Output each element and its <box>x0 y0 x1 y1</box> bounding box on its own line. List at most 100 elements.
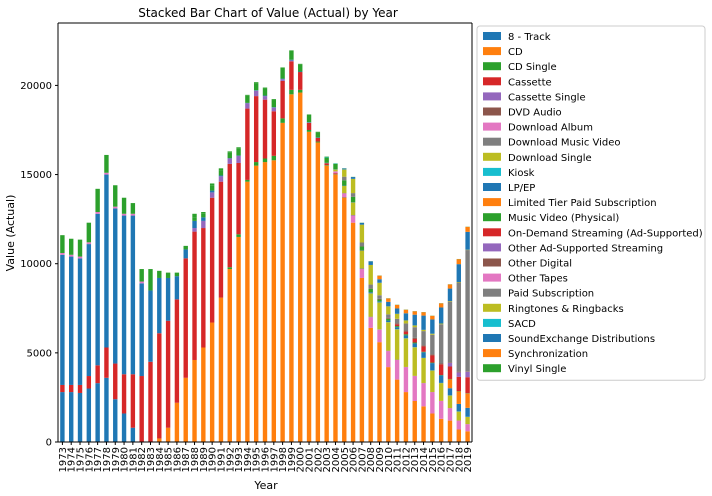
bar-segment <box>421 312 426 316</box>
bar-segment <box>465 407 470 417</box>
bar-segment <box>95 213 100 366</box>
bar-segment <box>280 80 285 119</box>
bar-segment <box>227 152 232 159</box>
bar-segment <box>262 87 268 89</box>
bar-segment <box>60 253 65 255</box>
bar-segment <box>386 317 391 319</box>
bar-segment <box>403 392 409 442</box>
x-tick-label: 2003 <box>322 447 333 472</box>
bar-segment <box>438 418 444 442</box>
bar-segment <box>394 327 400 330</box>
bar-segment <box>412 337 417 339</box>
legend-label: On-Demand Streaming (Ad-Supported) <box>508 228 703 239</box>
bar-segment <box>394 323 400 325</box>
bar-segment <box>394 313 400 319</box>
bar-segment <box>430 315 435 320</box>
bar-segment <box>280 122 285 442</box>
bar-segment <box>438 375 444 383</box>
x-tick-label: 1987 <box>181 447 192 472</box>
bar-segment <box>201 220 206 229</box>
bar-segment <box>121 215 127 375</box>
bar-segment <box>403 320 409 324</box>
bar-segment <box>77 256 83 259</box>
legend-label: Download Music Video <box>508 138 621 149</box>
bar-segment <box>386 351 391 368</box>
bars-group <box>60 50 470 443</box>
bar-segment <box>359 249 365 251</box>
bar-segment <box>77 258 83 385</box>
bar-segment <box>386 301 391 307</box>
bar-segment <box>342 197 347 442</box>
legend-swatch <box>483 228 501 237</box>
bar-segment <box>227 269 232 442</box>
x-tick-label: 1986 <box>172 447 183 472</box>
bar-segment <box>174 276 180 300</box>
bar-segment <box>430 334 435 355</box>
bar-segment <box>377 342 382 442</box>
y-tick-label: 10000 <box>20 259 52 270</box>
bar-segment <box>421 331 426 346</box>
bar-segment <box>421 351 426 353</box>
bar-segment <box>421 315 426 330</box>
bar-segment <box>60 235 65 253</box>
bar-segment <box>298 71 303 73</box>
bar-segment <box>430 354 435 356</box>
bar-segment <box>456 372 461 377</box>
bar-segment <box>465 250 470 372</box>
bar-segment <box>403 331 409 335</box>
bar-segment <box>148 269 153 291</box>
bar-segment <box>368 316 373 318</box>
bar-segment <box>342 176 347 181</box>
bar-segment <box>412 327 417 338</box>
bar-segment <box>86 244 92 377</box>
bar-segment <box>403 338 409 367</box>
x-tick-label: 2018 <box>454 447 465 472</box>
legend-label: Music Video (Physical) <box>508 213 619 224</box>
bar-segment <box>192 220 197 229</box>
bar-segment <box>421 406 426 442</box>
bar-segment <box>403 330 409 332</box>
legend-swatch <box>483 47 501 56</box>
bar-segment <box>86 388 92 442</box>
bar-segment <box>465 371 470 378</box>
bar-segment <box>394 318 400 324</box>
legend-label: Download Album <box>508 123 593 134</box>
legend-swatch <box>483 92 501 101</box>
bar-segment <box>350 202 356 216</box>
y-tick-label: 0 <box>46 438 52 449</box>
bar-segment <box>350 215 356 223</box>
bar-segment <box>350 178 356 194</box>
bar-segment <box>394 379 400 442</box>
x-tick-label: 1974 <box>67 447 78 472</box>
bar-segment <box>174 299 180 403</box>
bar-segment <box>209 185 215 191</box>
bar-segment <box>456 376 461 392</box>
bar-segment <box>465 424 470 432</box>
bar-segment <box>447 284 453 289</box>
bar-segment <box>430 370 435 392</box>
bar-segment <box>430 362 435 364</box>
bar-segment <box>209 183 215 186</box>
bar-segment <box>262 96 268 100</box>
bar-segment <box>77 392 83 442</box>
bar-segment <box>394 326 400 328</box>
bar-segment <box>324 157 329 163</box>
bar-segment <box>333 174 338 443</box>
bar-segment <box>157 270 162 278</box>
bar-segment <box>86 242 92 245</box>
bar-segment <box>421 352 426 358</box>
x-axis-label: Year <box>253 479 278 492</box>
bar-segment <box>412 400 417 442</box>
legend-swatch <box>483 243 501 252</box>
legend-label: SoundExchange Distributions <box>508 334 655 345</box>
bar-segment <box>218 297 224 442</box>
bar-segment <box>130 203 136 214</box>
bar-segment <box>77 239 83 257</box>
bar-segment <box>95 383 100 442</box>
bar-segment <box>165 277 171 321</box>
x-tick-label: 1995 <box>252 447 263 472</box>
bar-segment <box>192 217 197 221</box>
bar-segment <box>456 391 461 404</box>
bar-segment <box>104 377 109 442</box>
bar-segment <box>245 181 250 442</box>
